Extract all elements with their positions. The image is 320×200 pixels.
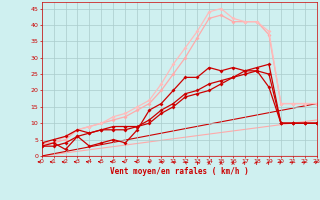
X-axis label: Vent moyen/en rafales ( km/h ): Vent moyen/en rafales ( km/h ): [110, 167, 249, 176]
